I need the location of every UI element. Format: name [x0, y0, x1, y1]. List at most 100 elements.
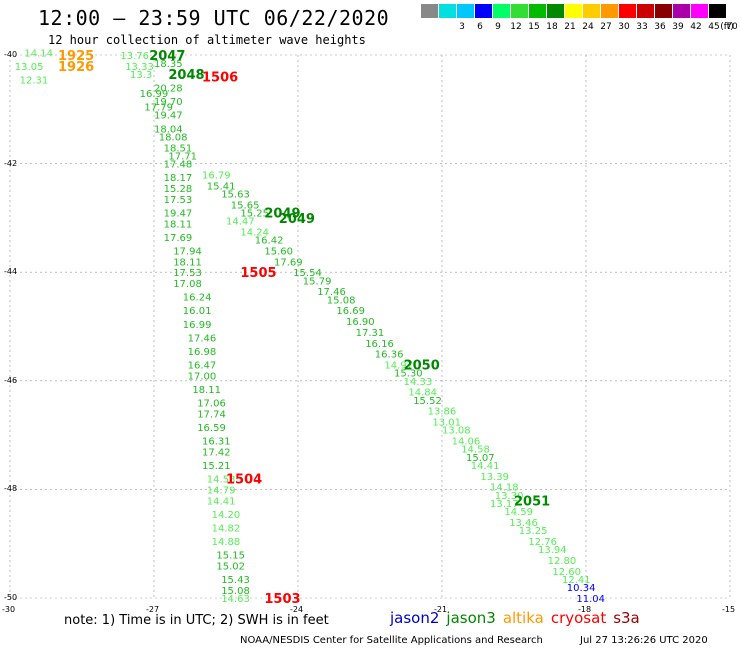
legend-swatch: [619, 4, 636, 18]
wave-height-value: 18.11: [173, 257, 202, 268]
wave-height-value: 15.63: [221, 189, 250, 200]
wave-height-value: 14.88: [212, 537, 241, 548]
wave-height-value: 15.30: [394, 369, 423, 380]
wave-height-value: 13.25: [519, 526, 548, 537]
grid-lines: [9, 54, 731, 599]
wave-height-value: 14.18: [490, 483, 519, 494]
wave-height-value: 14.79: [207, 485, 236, 496]
wave-height-value: 19.47: [164, 208, 193, 219]
wave-height-value: 17.74: [197, 409, 226, 420]
wave-height-value: 14.47: [226, 217, 255, 228]
track-number-label: 2050: [404, 359, 440, 374]
wave-height-value: 12.31: [20, 75, 49, 86]
legend-swatch: [583, 4, 600, 18]
wave-height-value: 16.31: [202, 437, 231, 448]
wave-height-value: 15.08: [221, 586, 250, 597]
wave-height-value: 12.76: [528, 537, 557, 548]
legend-label: 30: [618, 22, 630, 32]
track-number-label: 2049: [279, 212, 315, 227]
legend-swatch: [475, 4, 492, 18]
wave-height-value: 17.69: [274, 257, 303, 268]
track-number-label: 1926: [58, 60, 94, 75]
wave-height-value: 14.97: [384, 361, 413, 372]
wave-height-value: 16.69: [336, 306, 365, 317]
wave-height-value: 13.30: [495, 491, 524, 502]
wave-height-value: 14.06: [452, 437, 481, 448]
wave-height-value: 16.36: [375, 350, 404, 361]
longitude-tick: -30: [2, 605, 16, 614]
legend-label: 70: [726, 22, 738, 32]
wave-height-value: 13.3: [130, 70, 152, 81]
color-legend: 3 6 9 12 15 18 21 24 27 30 33 36 39 42 45 70 (ft): [421, 4, 738, 34]
satellite-name: cryosat: [550, 609, 607, 627]
wave-height-value: 15.07: [466, 453, 495, 464]
legend-label: 24: [582, 22, 594, 32]
wave-height-value: 15.02: [216, 561, 245, 572]
wave-height-value: 15.54: [293, 268, 322, 279]
satellite-name: altika: [502, 609, 544, 627]
legend-label: 12: [510, 22, 522, 32]
wave-height-value: 17.31: [356, 328, 385, 339]
wave-height-value: 10.34: [567, 583, 596, 594]
wave-height-value: 19.47: [154, 111, 183, 122]
legend-label: 33: [636, 22, 648, 32]
footer-note: note: 1) Time is in UTC; 2) SWH is in fe…: [64, 613, 329, 628]
wave-height-value: 17.46: [188, 333, 217, 344]
track-number-label: 1925: [58, 49, 94, 64]
wave-height-value: 16.47: [188, 361, 217, 372]
legend-label: 39: [672, 22, 684, 32]
legend-swatch: [691, 4, 708, 18]
wave-height-value: 15.21: [202, 461, 231, 472]
wave-height-value: 17.69: [164, 233, 193, 244]
page-title: 12:00 – 23:59 UTC 06/22/2020: [38, 6, 390, 30]
wave-height-value: 13.17: [490, 499, 519, 510]
track-number-label: 2049: [264, 206, 300, 221]
wave-height-value: 15.43: [221, 575, 250, 586]
satellite-name: jason2: [390, 609, 440, 627]
track-number-label: 2048: [168, 68, 204, 83]
wave-height-value: 17.48: [164, 160, 193, 171]
latitude-tick: -48: [4, 484, 18, 494]
track-number-label: 1506: [202, 71, 238, 86]
track-number-label: 2047: [149, 49, 185, 64]
wave-height-value: 14.59: [504, 507, 533, 518]
wave-height-value: 15.41: [207, 181, 236, 192]
wave-height-value: 13.76: [120, 51, 149, 62]
latitude-tick: -40: [4, 50, 18, 59]
satellite-legend: jason2 jason3 altika cryosat s3a: [390, 609, 647, 627]
wave-height-value: 15.25: [240, 208, 269, 219]
wave-height-value: 17.42: [202, 447, 231, 458]
wave-height-value: 14.20: [212, 510, 241, 521]
wave-height-value: 14.41: [207, 496, 236, 507]
wave-height-value: 13.33: [125, 62, 154, 73]
legend-label: 42: [690, 22, 702, 32]
wave-height-value: 14.63: [221, 594, 250, 605]
legend-label: 3: [459, 22, 465, 32]
wave-height-value: 17.94: [173, 246, 202, 257]
legend-label: 21: [564, 22, 576, 32]
wave-height-value: 17.08: [173, 279, 202, 290]
legend-label: 15: [528, 22, 540, 32]
wave-height-value: 14.14: [24, 48, 53, 59]
legend-swatch: [637, 4, 654, 18]
wave-height-value: 13.08: [442, 426, 471, 437]
wave-height-value: 11.04: [576, 594, 605, 605]
wave-height-value: 15.65: [231, 200, 260, 211]
wave-height-value: 14.84: [408, 388, 437, 399]
wave-height-value: 15.28: [164, 184, 193, 195]
latitude-tick: -42: [4, 158, 18, 168]
latitude-tick: -50: [4, 593, 18, 602]
legend-label: 9: [495, 22, 501, 32]
satellite-name: s3a: [613, 609, 640, 627]
longitude-tick: -24: [290, 605, 304, 614]
legend-swatch: [565, 4, 582, 18]
legend-swatch: [511, 4, 528, 18]
track-number-label: 1504: [226, 473, 262, 488]
wave-height-value: 14.24: [240, 227, 269, 238]
legend-swatch: [547, 4, 564, 18]
timestamp-text: Jul 27 13:26:26 UTC 2020: [580, 635, 708, 646]
wave-height-value: 17.00: [188, 371, 217, 382]
wave-height-value: 13.86: [428, 407, 457, 418]
wave-height-value: 16.79: [202, 170, 231, 181]
